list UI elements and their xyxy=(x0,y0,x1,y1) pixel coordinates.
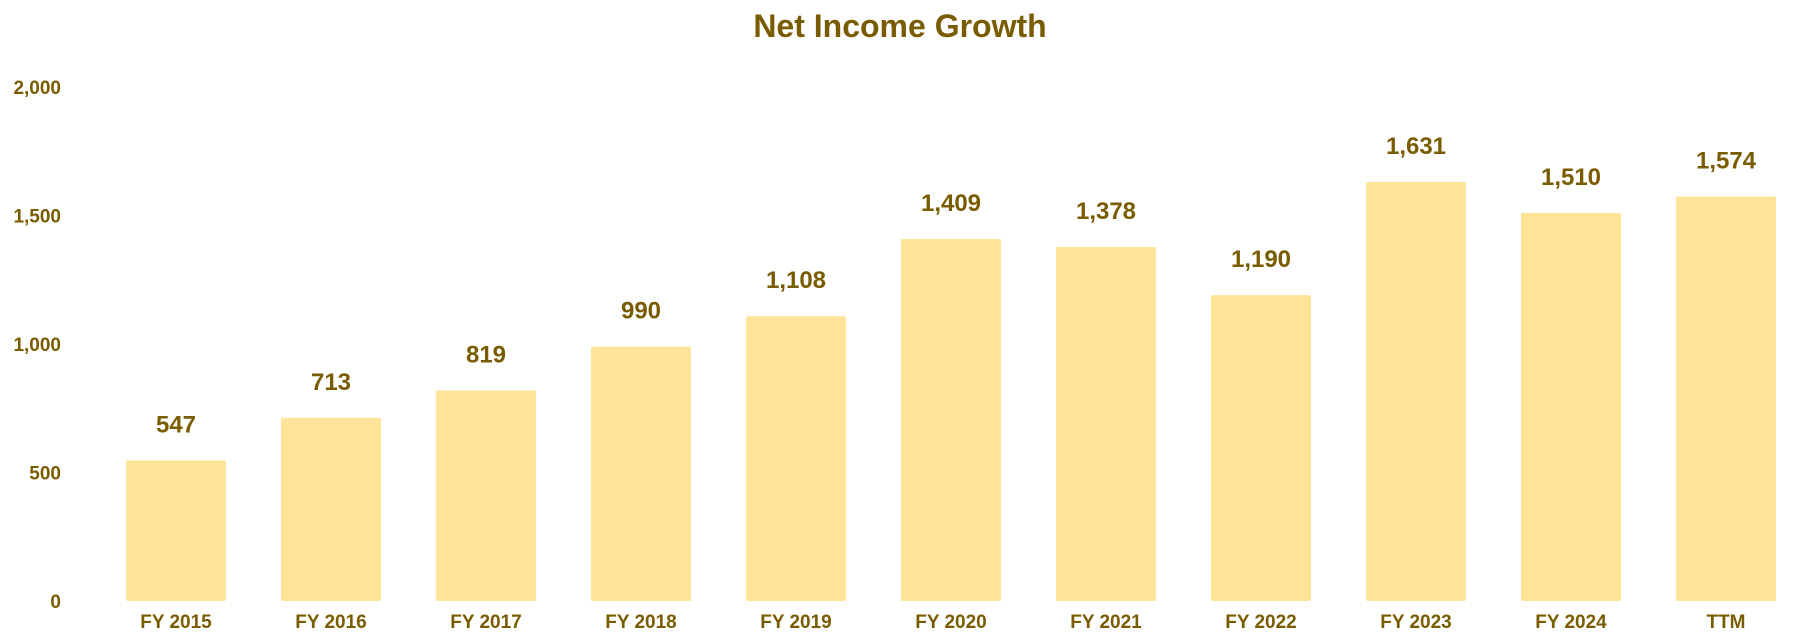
x-tick-label: FY 2020 xyxy=(915,612,986,633)
chart-title: Net Income Growth xyxy=(753,8,1047,44)
data-label: 1,510 xyxy=(1541,164,1601,191)
bar xyxy=(1676,196,1776,601)
y-tick-label: 1,000 xyxy=(13,335,61,356)
data-label: 819 xyxy=(466,342,506,369)
data-labels: 547 713 819 990 1,108 1,409 1,378 1,190 1,631 1,5… xyxy=(156,133,1757,439)
bar xyxy=(1056,246,1156,601)
data-label: 1,378 xyxy=(1076,198,1136,225)
data-label: 1,190 xyxy=(1231,246,1291,273)
data-label: 1,108 xyxy=(766,267,826,294)
x-tick-label: FY 2018 xyxy=(605,612,676,633)
x-tick-label: FY 2022 xyxy=(1225,612,1296,633)
x-tick-label: FY 2024 xyxy=(1535,612,1607,633)
x-tick-label: FY 2023 xyxy=(1380,612,1451,633)
bar xyxy=(591,346,691,601)
data-label: 1,631 xyxy=(1386,133,1446,160)
x-tick-label: FY 2015 xyxy=(140,612,212,633)
y-tick-label: 0 xyxy=(50,592,61,613)
bar xyxy=(746,316,846,601)
y-tick-label: 500 xyxy=(29,464,61,485)
data-label: 1,574 xyxy=(1696,147,1757,174)
x-tick-label: TTM xyxy=(1706,612,1745,633)
bar xyxy=(901,238,1001,601)
data-label: 713 xyxy=(311,369,351,396)
y-axis: 0 500 1,000 1,500 2,000 xyxy=(13,78,61,613)
y-tick-label: 1,500 xyxy=(13,207,61,228)
bar xyxy=(126,460,226,601)
x-tick-label: FY 2019 xyxy=(760,612,831,633)
bar-series xyxy=(126,181,1776,601)
bar xyxy=(281,417,381,601)
bar xyxy=(1211,295,1311,601)
x-axis: FY 2015 FY 2016 FY 2017 FY 2018 FY 2019 FY 20… xyxy=(140,612,1745,633)
bar xyxy=(1521,212,1621,601)
x-tick-label: FY 2016 xyxy=(295,612,366,633)
data-label: 547 xyxy=(156,411,196,438)
bar xyxy=(1366,181,1466,601)
y-tick-label: 2,000 xyxy=(13,78,61,99)
data-label: 1,409 xyxy=(921,190,981,217)
x-tick-label: FY 2021 xyxy=(1070,612,1142,633)
x-tick-label: FY 2017 xyxy=(450,612,521,633)
data-label: 990 xyxy=(621,298,661,325)
bar xyxy=(436,390,536,601)
